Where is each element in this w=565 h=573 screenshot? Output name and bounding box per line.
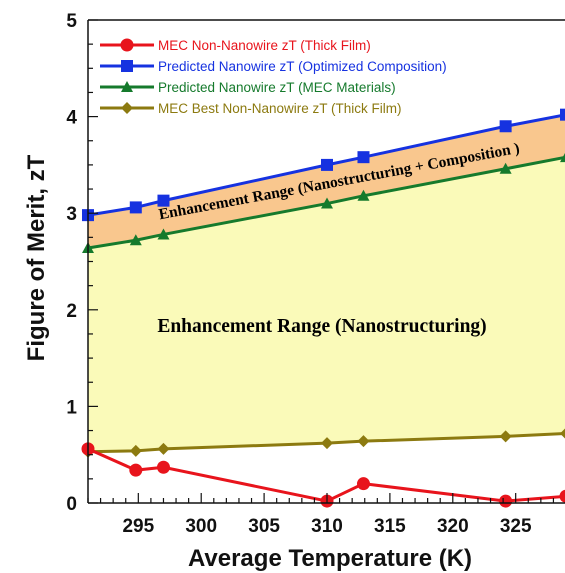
- legend-entry-predicted-nanowire-zt-optimized-composition: Predicted Nanowire zT (Optimized Composi…: [100, 59, 447, 74]
- data-point-mec-non-nanowire-zt-thick-film: [560, 490, 565, 503]
- data-point-predicted-nanowire-zt-optimized-composition: [500, 120, 512, 132]
- x-tick-label: 305: [248, 516, 280, 537]
- data-point-mec-non-nanowire-zt-thick-film: [357, 477, 370, 490]
- y-tick-label: 0: [66, 494, 77, 515]
- legend-marker: [121, 102, 133, 114]
- x-tick-label: 325: [500, 516, 532, 537]
- data-point-mec-non-nanowire-zt-thick-film: [499, 495, 512, 508]
- x-tick-label: 315: [374, 516, 406, 537]
- x-tick-label: 300: [185, 516, 217, 537]
- data-point-mec-non-nanowire-zt-thick-film: [129, 464, 142, 477]
- data-point-predicted-nanowire-zt-optimized-composition: [560, 109, 565, 121]
- y-tick-label: 4: [66, 108, 77, 129]
- y-tick-label: 3: [66, 204, 77, 225]
- data-point-mec-non-nanowire-zt-thick-film: [157, 461, 170, 474]
- region-label-nanostructuring: Enhancement Range (Nanostructuring): [157, 316, 486, 337]
- x-tick-label: 320: [437, 516, 469, 537]
- legend-label: MEC Non-Nanowire zT (Thick Film): [158, 38, 371, 53]
- y-tick-label: 5: [66, 11, 77, 32]
- y-tick-label: 2: [66, 301, 77, 322]
- legend-entry-mec-non-nanowire-zt-thick-film: MEC Non-Nanowire zT (Thick Film): [100, 38, 371, 53]
- legend-entry-predicted-nanowire-zt-mec-materials: Predicted Nanowire zT (MEC Materials): [100, 80, 396, 95]
- x-tick-label: 295: [122, 516, 154, 537]
- legend-label: Predicted Nanowire zT (MEC Materials): [158, 80, 396, 95]
- x-tick-label: 310: [311, 516, 343, 537]
- legend-label: Predicted Nanowire zT (Optimized Composi…: [158, 59, 447, 74]
- legend-label: MEC Best Non-Nanowire zT (Thick Film): [158, 101, 402, 116]
- legend-entry-mec-best-non-nanowire-zt-thick-film: MEC Best Non-Nanowire zT (Thick Film): [100, 101, 402, 116]
- data-point-predicted-nanowire-zt-optimized-composition: [130, 201, 142, 213]
- legend: MEC Non-Nanowire zT (Thick Film) Predicte…: [100, 38, 447, 116]
- legend-marker: [121, 39, 134, 52]
- data-point-predicted-nanowire-zt-optimized-composition: [357, 151, 369, 163]
- legend-marker: [121, 60, 133, 72]
- y-axis-title: Figure of Merit, zT: [23, 154, 50, 361]
- x-axis-title: Average Temperature (K): [188, 545, 472, 572]
- y-tick-label: 1: [66, 397, 77, 418]
- data-point-predicted-nanowire-zt-optimized-composition: [321, 159, 333, 171]
